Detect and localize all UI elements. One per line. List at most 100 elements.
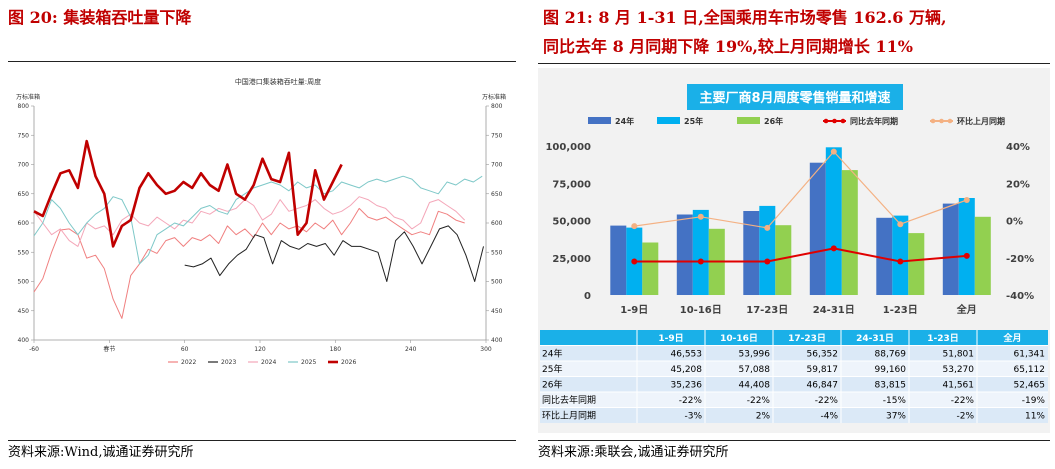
table-cell: -4% <box>820 412 838 422</box>
table-row <box>540 407 1048 423</box>
table-row-header: 24年 <box>542 348 562 360</box>
series-line-2022 <box>33 207 465 319</box>
bar-24年 <box>743 211 760 295</box>
left-y-tick-label: 0 <box>584 291 591 302</box>
right-source: 资料来源:乘联会,诚通证券研究所 <box>538 445 729 460</box>
x-tick-label: 60 <box>181 346 189 353</box>
left-y-tick-label: 750 <box>18 132 30 139</box>
series-line-2025 <box>33 175 483 265</box>
right-y-tick-label: 400 <box>491 337 503 344</box>
legend-swatch-bar <box>657 117 680 124</box>
bar-25年 <box>692 209 709 295</box>
legend-marker <box>939 118 944 124</box>
table-header-cell: 全月 <box>1002 332 1021 344</box>
x-tick-label: 120 <box>254 346 266 353</box>
table-cell: -19% <box>1022 396 1046 406</box>
left-y-unit-label: 万标准箱 <box>16 93 40 101</box>
left-title-rule <box>8 61 516 62</box>
series-point <box>830 245 837 252</box>
table-cell: 44,408 <box>739 381 771 391</box>
left-y-tick-label: 800 <box>18 103 30 110</box>
table-cell: -22% <box>747 396 771 406</box>
bar-25年 <box>958 198 975 295</box>
series-point <box>963 252 970 259</box>
legend-label: 2026 <box>341 359 356 366</box>
bar-25年 <box>892 215 909 295</box>
series-line-2024 <box>33 196 466 247</box>
legend-label: 2025 <box>301 359 316 366</box>
left-y-tick-label: 600 <box>18 220 30 227</box>
bar-25年 <box>825 147 842 295</box>
left-source: 资料来源:Wind,诚通证券研究所 <box>8 445 194 460</box>
series-point <box>897 258 904 265</box>
series-point <box>631 258 638 265</box>
right-y-tick-label: -40% <box>1006 291 1034 302</box>
series-line-同比去年同期 <box>634 247 967 263</box>
right-y-tick-label: 450 <box>491 308 503 315</box>
right-y-tick-label: 500 <box>491 279 503 286</box>
table-cell: 41,561 <box>943 381 975 391</box>
table-cell: 35,236 <box>671 381 703 391</box>
legend-label: 26年 <box>764 116 783 126</box>
left-y-tick-label: 75,000 <box>552 179 591 190</box>
legend-label: 2022 <box>181 359 196 366</box>
table-cell: 2% <box>756 412 771 422</box>
table-cell: -2% <box>956 412 974 422</box>
table-cell: 46,847 <box>807 381 839 391</box>
series-point <box>764 224 771 231</box>
table-row <box>540 376 1048 392</box>
table-header-cell: 10-16日 <box>720 333 758 344</box>
table-row-header: 环比上月同期 <box>542 410 596 422</box>
title-banner <box>687 84 903 110</box>
series-line-2026 <box>33 139 343 248</box>
table-cell: 51,801 <box>943 350 975 360</box>
table-header-cell: 24-31日 <box>856 333 894 344</box>
legend-marker <box>823 118 829 124</box>
table-row-header: 26年 <box>542 379 562 391</box>
table-row <box>540 361 1048 377</box>
x-category-label: 全月 <box>956 303 977 316</box>
bar-26年 <box>775 225 792 295</box>
series-point <box>897 221 904 228</box>
right-y-tick-label: 650 <box>491 191 503 198</box>
legend-label: 2024 <box>261 359 276 366</box>
legend-swatch-bar <box>588 117 611 124</box>
table-header-cell: 17-23日 <box>788 333 826 344</box>
legend-marker <box>930 118 936 124</box>
table-header-row <box>540 330 1048 346</box>
left-y-tick-label: 450 <box>18 308 30 315</box>
table-row-header: 同比去年同期 <box>542 394 596 406</box>
legend-label: 同比去年同期 <box>850 116 898 126</box>
table-cell: 56,352 <box>807 350 839 360</box>
table-row <box>540 392 1048 408</box>
right-y-tick-label: 550 <box>491 249 503 256</box>
bar-26年 <box>908 233 925 295</box>
bar-24年 <box>942 203 959 295</box>
x-category-label: 1-23日 <box>883 304 918 316</box>
x-tick-label: 180 <box>330 346 342 353</box>
x-category-label: 10-16日 <box>680 304 722 316</box>
container-throughput-chart: 中国港口集装箱吞吐量:周度 万标准箱 万标准箱 400 400 450 450 500 5… <box>16 77 506 366</box>
table-cell: -22% <box>951 396 975 406</box>
bar-26年 <box>841 170 858 295</box>
table-cell: 53,996 <box>739 350 771 360</box>
table-cell: 37% <box>886 412 906 422</box>
legend-marker <box>947 118 953 124</box>
table-cell: -22% <box>815 396 839 406</box>
series-line-环比上月同期 <box>634 150 968 229</box>
bar-26年 <box>974 216 991 295</box>
right-y-tick-label: 700 <box>491 162 503 169</box>
series-point <box>764 258 771 265</box>
table-cell: 11% <box>1025 412 1045 422</box>
legend-label: 环比上月同期 <box>957 116 1005 126</box>
table-header-cell: 1-23日 <box>927 333 959 344</box>
x-tick-label: 300 <box>480 346 492 353</box>
series-point <box>963 197 970 203</box>
table-cell: 52,465 <box>1014 381 1046 391</box>
table-cell: 65,112 <box>1014 365 1046 375</box>
left-figure-title: 图 20: 集装箱吞吐量下降 <box>8 8 192 27</box>
right-y-tick-label: 750 <box>491 132 503 139</box>
bar-24年 <box>676 214 693 295</box>
right-y-tick-label: 40% <box>1006 142 1030 153</box>
right-chart-title: 主要厂商8月周度零售销量和增速 <box>699 90 890 106</box>
